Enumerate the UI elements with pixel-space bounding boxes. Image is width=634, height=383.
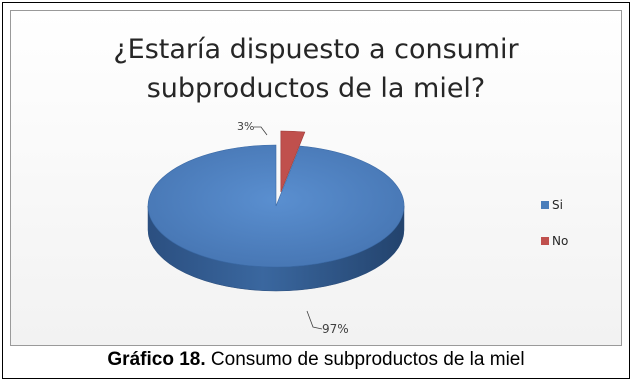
chart-area: ¿Estaría dispuesto a consumir subproduct… — [10, 10, 622, 346]
pie-chart: ¿Estaría dispuesto a consumir subproduct… — [113, 34, 568, 336]
legend-swatch-si — [541, 201, 549, 209]
legend-label-no: No — [552, 234, 568, 248]
chart-title-line-2: subproductos de la miel? — [147, 73, 486, 104]
slice-si — [147, 144, 405, 268]
figure-caption: Gráfico 18. Consumo de subproductos de l… — [3, 349, 629, 371]
slice-no — [280, 130, 306, 193]
legend-label-si: Si — [552, 198, 563, 212]
figure-frame: ¿Estaría dispuesto a consumir subproduct… — [2, 2, 630, 379]
pie-slices: 3% 97% — [147, 120, 405, 336]
data-label-si: 97% — [322, 322, 349, 336]
caption-label: Gráfico 18. — [107, 349, 206, 370]
data-label-no: 3% — [237, 120, 254, 133]
leader-line-si — [306, 310, 323, 330]
legend: Si No — [541, 198, 568, 248]
chart-title-line-1: ¿Estaría dispuesto a consumir — [113, 34, 519, 65]
leader-line-no — [254, 126, 268, 136]
caption-text: Consumo de subproductos de la miel — [205, 349, 525, 370]
legend-swatch-no — [541, 237, 549, 245]
